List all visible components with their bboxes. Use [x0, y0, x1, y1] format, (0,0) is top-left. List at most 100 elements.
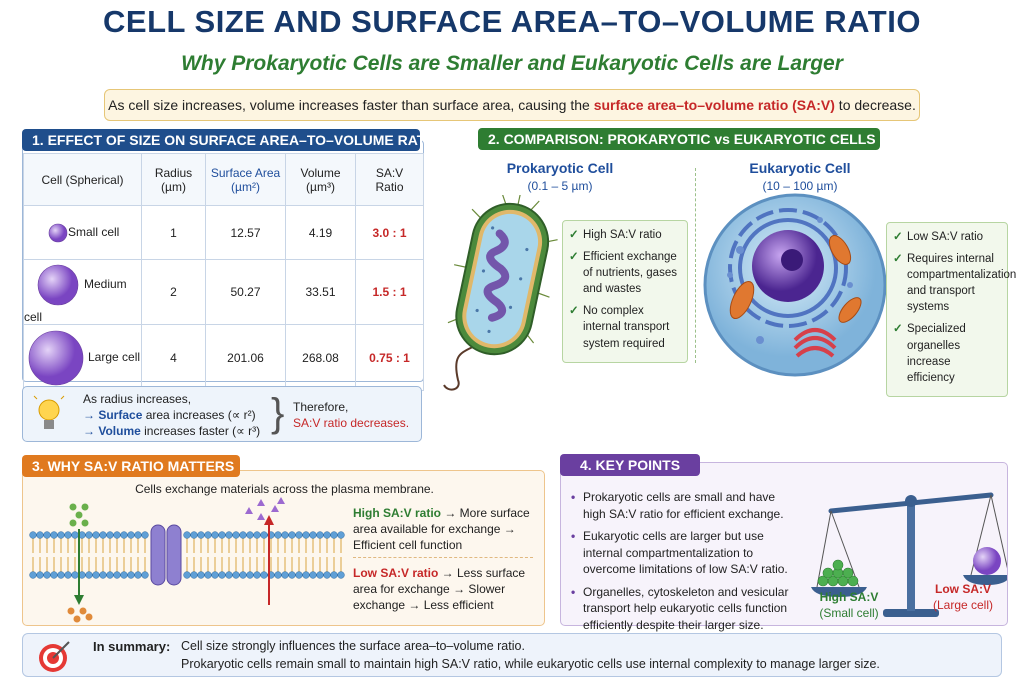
eukaryote-illustration-part [727, 217, 853, 344]
prokaryote-illustration-part-part-part [517, 195, 521, 205]
membrane-part [150, 524, 166, 586]
prokaryote-illustration-part [447, 195, 558, 356]
point: No complex internal transport system req… [569, 303, 681, 351]
table-cell: 4.19 [285, 205, 356, 260]
eukaryote-illustration-part-part [728, 208, 848, 328]
membrane-part [64, 571, 72, 579]
scale-illustration-part [963, 575, 1007, 585]
low-desc: → Less surface area for exchange → Slowe… [353, 566, 526, 613]
section-box: Prokaryotic cells are small and have hig… [560, 462, 1008, 632]
note-box: As radius increases, → Surface area incr… [22, 386, 422, 442]
scale-illustration-part-part [830, 510, 860, 588]
membrane-part [257, 499, 265, 506]
cell-name: Medium cell [23, 259, 142, 325]
membrane-part [64, 531, 72, 539]
membrane-part [302, 571, 310, 579]
membrane-part [277, 497, 285, 504]
eukaryote-illustration-part-part [736, 246, 744, 254]
bulb-icon-part [33, 395, 38, 400]
membrane-part [29, 571, 37, 579]
membrane-part [43, 531, 51, 539]
membrane-part [239, 571, 247, 579]
high-label: High SA:V ratio [353, 506, 442, 520]
scale-illustration-part [817, 559, 859, 587]
section-box: Cell (Spherical) Radius (µm) Surface Are… [22, 140, 424, 391]
note-text: increases faster (∝ r³) [140, 424, 261, 438]
membrane-part [337, 571, 345, 579]
eukaryote-illustration-part-part [729, 280, 755, 320]
divider [695, 168, 696, 363]
title: CELL SIZE AND SURFACE AREA–TO–VOLUME RAT… [103, 4, 921, 39]
ratio-cell: 3.0 : 1 [355, 205, 424, 260]
scale-illustration-part [973, 547, 1001, 575]
note-key: Surface [98, 408, 143, 422]
membrane-part [260, 571, 268, 579]
high-desc: → More surface area available for exchan… [353, 506, 530, 553]
header-cell: Radius (µm) [141, 153, 206, 206]
header-cell: Volume (µm³) [285, 153, 356, 206]
table-cell: 201.06 [205, 324, 286, 391]
membrane-part [204, 531, 212, 539]
point: Requires internal compartmentalization a… [893, 251, 1016, 315]
section-title: 3. WHY SA:V RATIO MATTERS [22, 455, 240, 477]
note-key: Volume [98, 424, 141, 438]
membrane-part [323, 571, 331, 579]
table-cell: 50.27 [205, 259, 286, 325]
membrane-part [183, 571, 191, 579]
membrane-part [239, 531, 247, 539]
eukaryote-illustration-part-part [793, 336, 837, 350]
ratio-table: Cell (Spherical) Radius (µm) Surface Are… [23, 153, 424, 391]
membrane-part [120, 531, 128, 539]
membrane-part [316, 531, 324, 539]
eukaryote-illustration-part-part [817, 217, 823, 223]
membrane-part [92, 531, 100, 539]
membrane-part [271, 505, 279, 512]
membrane-part [257, 513, 265, 520]
ratio-cell: 1.5 : 1 [355, 259, 424, 325]
point: High SA:V ratio [569, 227, 681, 243]
bulb-icon-part [38, 399, 60, 421]
low-text: Low SA:V ratio → Less surface area for e… [353, 565, 533, 614]
cell-name: Large cell [23, 324, 142, 391]
table-row: Medium cell 2 50.27 33.51 1.5 : 1 [23, 259, 424, 325]
membrane-part [190, 531, 198, 539]
membrane-part [113, 571, 121, 579]
note-line: → Volume increases faster (∝ r³) [83, 423, 260, 439]
membrane-part [141, 531, 149, 539]
table-cell: 268.08 [285, 324, 356, 391]
membrane-part [295, 571, 303, 579]
eukaryote-illustration-part-part [795, 346, 835, 358]
membrane-part [211, 531, 219, 539]
table-cell: 1 [141, 205, 206, 260]
membrane-part [36, 571, 44, 579]
cell-icon-part [37, 264, 79, 306]
high-text: High SA:V ratio → More surface area avai… [353, 505, 533, 554]
membrane-part [50, 531, 58, 539]
key-point: Organelles, cytoskeleton and vesicular t… [571, 584, 799, 634]
cell-name: Eukaryotic Cell [749, 160, 851, 176]
membrane-part [166, 524, 182, 586]
cell-label: Medium cell [24, 277, 127, 324]
membrane-part [225, 531, 233, 539]
membrane-part [134, 571, 142, 579]
caption: Cells exchange materials across the plas… [135, 482, 434, 496]
eukaryote-illustration-part-part [727, 272, 733, 278]
membrane-part [281, 571, 289, 579]
header-text: Surface Area (µm²) [210, 165, 281, 194]
eukaryote-illustration-part [793, 328, 837, 358]
bulb-icon [33, 395, 65, 429]
scale-sub: (Small cell) [819, 606, 879, 621]
membrane-part [92, 571, 100, 579]
eukaryote-illustration-part-part [738, 218, 838, 318]
cell-label: Large cell [88, 349, 141, 364]
membrane-part [71, 571, 79, 579]
membrane-part [183, 531, 191, 539]
point: Efficient exchange of nutrients, gases a… [569, 249, 681, 297]
membrane-part [197, 571, 205, 579]
membrane-part [232, 531, 240, 539]
scale-illustration-part [828, 492, 994, 514]
prokaryote-illustration-part-part [483, 229, 510, 322]
membrane-part [36, 531, 44, 539]
membrane-part [127, 531, 135, 539]
intro-text: to decrease. [834, 97, 916, 113]
